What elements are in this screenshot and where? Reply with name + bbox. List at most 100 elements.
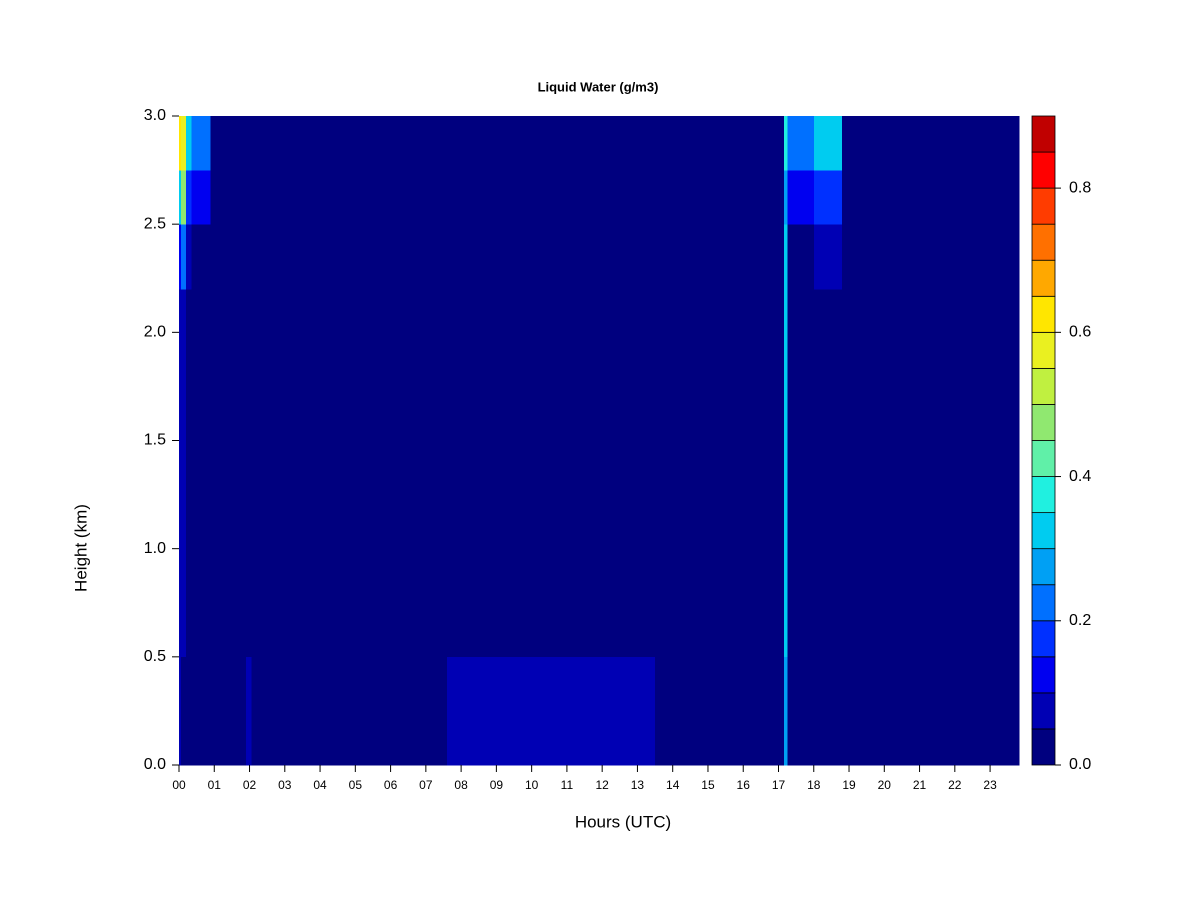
heat-cell: [251, 170, 448, 225]
y-tick-label: 0.0: [144, 756, 166, 773]
heat-cell: [186, 656, 192, 766]
x-tick-label: 19: [842, 778, 856, 792]
heat-cell: [179, 224, 182, 290]
x-tick-label: 11: [561, 778, 574, 792]
heat-cell: [787, 170, 815, 225]
colorbar-tick-label: 0.0: [1069, 756, 1091, 773]
colorbar-box: [1031, 367, 1056, 405]
y-tick-label: 2.0: [144, 324, 166, 341]
heat-cell: [655, 224, 785, 290]
colorbar-tick-label: 0.6: [1069, 324, 1091, 341]
heat-cell: [210, 224, 247, 290]
colorbar-box: [1031, 223, 1056, 261]
heat-cell: [179, 116, 182, 171]
heat-cell: [655, 289, 785, 658]
x-tick-label: 15: [701, 778, 715, 792]
x-tick-label: 21: [913, 778, 927, 792]
x-tick-label: 14: [666, 778, 680, 792]
x-tick-label: 12: [595, 778, 609, 792]
heat-cell: [186, 170, 192, 225]
heat-cell: [180, 116, 187, 171]
y-tick-label: 0.5: [144, 648, 166, 665]
x-tick-label: 03: [278, 778, 292, 792]
heat-cell: [841, 289, 1020, 658]
colorbar-box: [1031, 692, 1056, 730]
colorbar-box: [1031, 187, 1056, 225]
colorbar-box: [1031, 512, 1056, 550]
colorbar-box: [1031, 404, 1056, 441]
x-tick-label: 06: [384, 778, 398, 792]
colorbar-box: [1031, 295, 1056, 333]
heat-cell: [655, 116, 785, 171]
heat-cell: [191, 656, 212, 766]
x-tick-label: 00: [172, 778, 186, 792]
y-axis-label: Height (km): [71, 504, 90, 592]
heat-cell: [783, 170, 788, 225]
x-axis-label: Hours (UTC): [575, 812, 671, 831]
colorbar-tick-label: 0.4: [1069, 468, 1091, 485]
heat-cell: [813, 289, 843, 658]
x-tick-label: 01: [208, 778, 222, 792]
x-tick-label: 09: [490, 778, 504, 792]
x-tick-label: 22: [948, 778, 962, 792]
y-tick-label: 3.0: [144, 107, 166, 124]
heat-cell: [251, 116, 448, 171]
colorbar-box: [1031, 584, 1056, 622]
x-tick-label: 04: [313, 778, 327, 792]
colorbar-tick-label: 0.8: [1069, 179, 1091, 196]
heat-cell: [447, 170, 656, 225]
heat-cell: [179, 656, 182, 766]
heat-cell: [813, 656, 843, 766]
heat-cell: [191, 116, 212, 171]
heat-cell: [783, 289, 788, 658]
heat-cell: [210, 116, 247, 171]
x-tick-label: 05: [349, 778, 363, 792]
heat-cell: [246, 170, 252, 225]
heat-cell: [180, 656, 187, 766]
colorbar-box: [1031, 656, 1056, 694]
heat-cell: [841, 170, 1020, 225]
heat-cell: [783, 656, 788, 766]
chart-title: Liquid Water (g/m3): [538, 79, 659, 94]
heat-cell: [186, 289, 192, 658]
heat-cell: [191, 289, 212, 658]
colorbar-box: [1031, 259, 1056, 297]
heat-cell: [251, 656, 448, 766]
colorbar-box: [1031, 151, 1056, 189]
heat-cell: [813, 116, 843, 171]
x-tick-label: 20: [878, 778, 892, 792]
heat-cell: [447, 656, 656, 766]
heat-cell: [179, 289, 182, 658]
y-tick-label: 1.0: [144, 540, 166, 557]
heat-cell: [787, 116, 815, 171]
colorbar-box: [1031, 331, 1056, 369]
heat-cell: [787, 289, 815, 658]
heat-cell: [251, 289, 448, 658]
colorbar-tick-label: 0.2: [1069, 612, 1091, 629]
heat-cell: [783, 224, 788, 290]
x-tick-label: 16: [737, 778, 751, 792]
colorbar-box: [1031, 476, 1056, 514]
x-tick-label: 18: [807, 778, 821, 792]
heat-cell: [210, 656, 247, 766]
x-tick-label: 08: [454, 778, 468, 792]
colorbar-box: [1031, 440, 1056, 477]
colorbar-box: [1031, 728, 1056, 766]
heat-cell: [841, 224, 1020, 290]
heat-cell: [841, 116, 1020, 171]
heat-cell: [180, 170, 187, 225]
heat-cell: [813, 170, 843, 225]
colorbar-box: [1031, 115, 1056, 153]
y-tick-label: 1.5: [144, 432, 166, 449]
heat-cell: [655, 656, 785, 766]
x-tick-label: 07: [419, 778, 433, 792]
heat-cell: [787, 656, 815, 766]
heat-cell: [210, 289, 247, 658]
heat-cell: [447, 224, 656, 290]
heat-cell: [447, 116, 656, 171]
x-tick-label: 17: [772, 778, 786, 792]
heat-cell: [655, 170, 785, 225]
heat-cell: [180, 289, 187, 658]
heat-cell: [447, 289, 656, 658]
